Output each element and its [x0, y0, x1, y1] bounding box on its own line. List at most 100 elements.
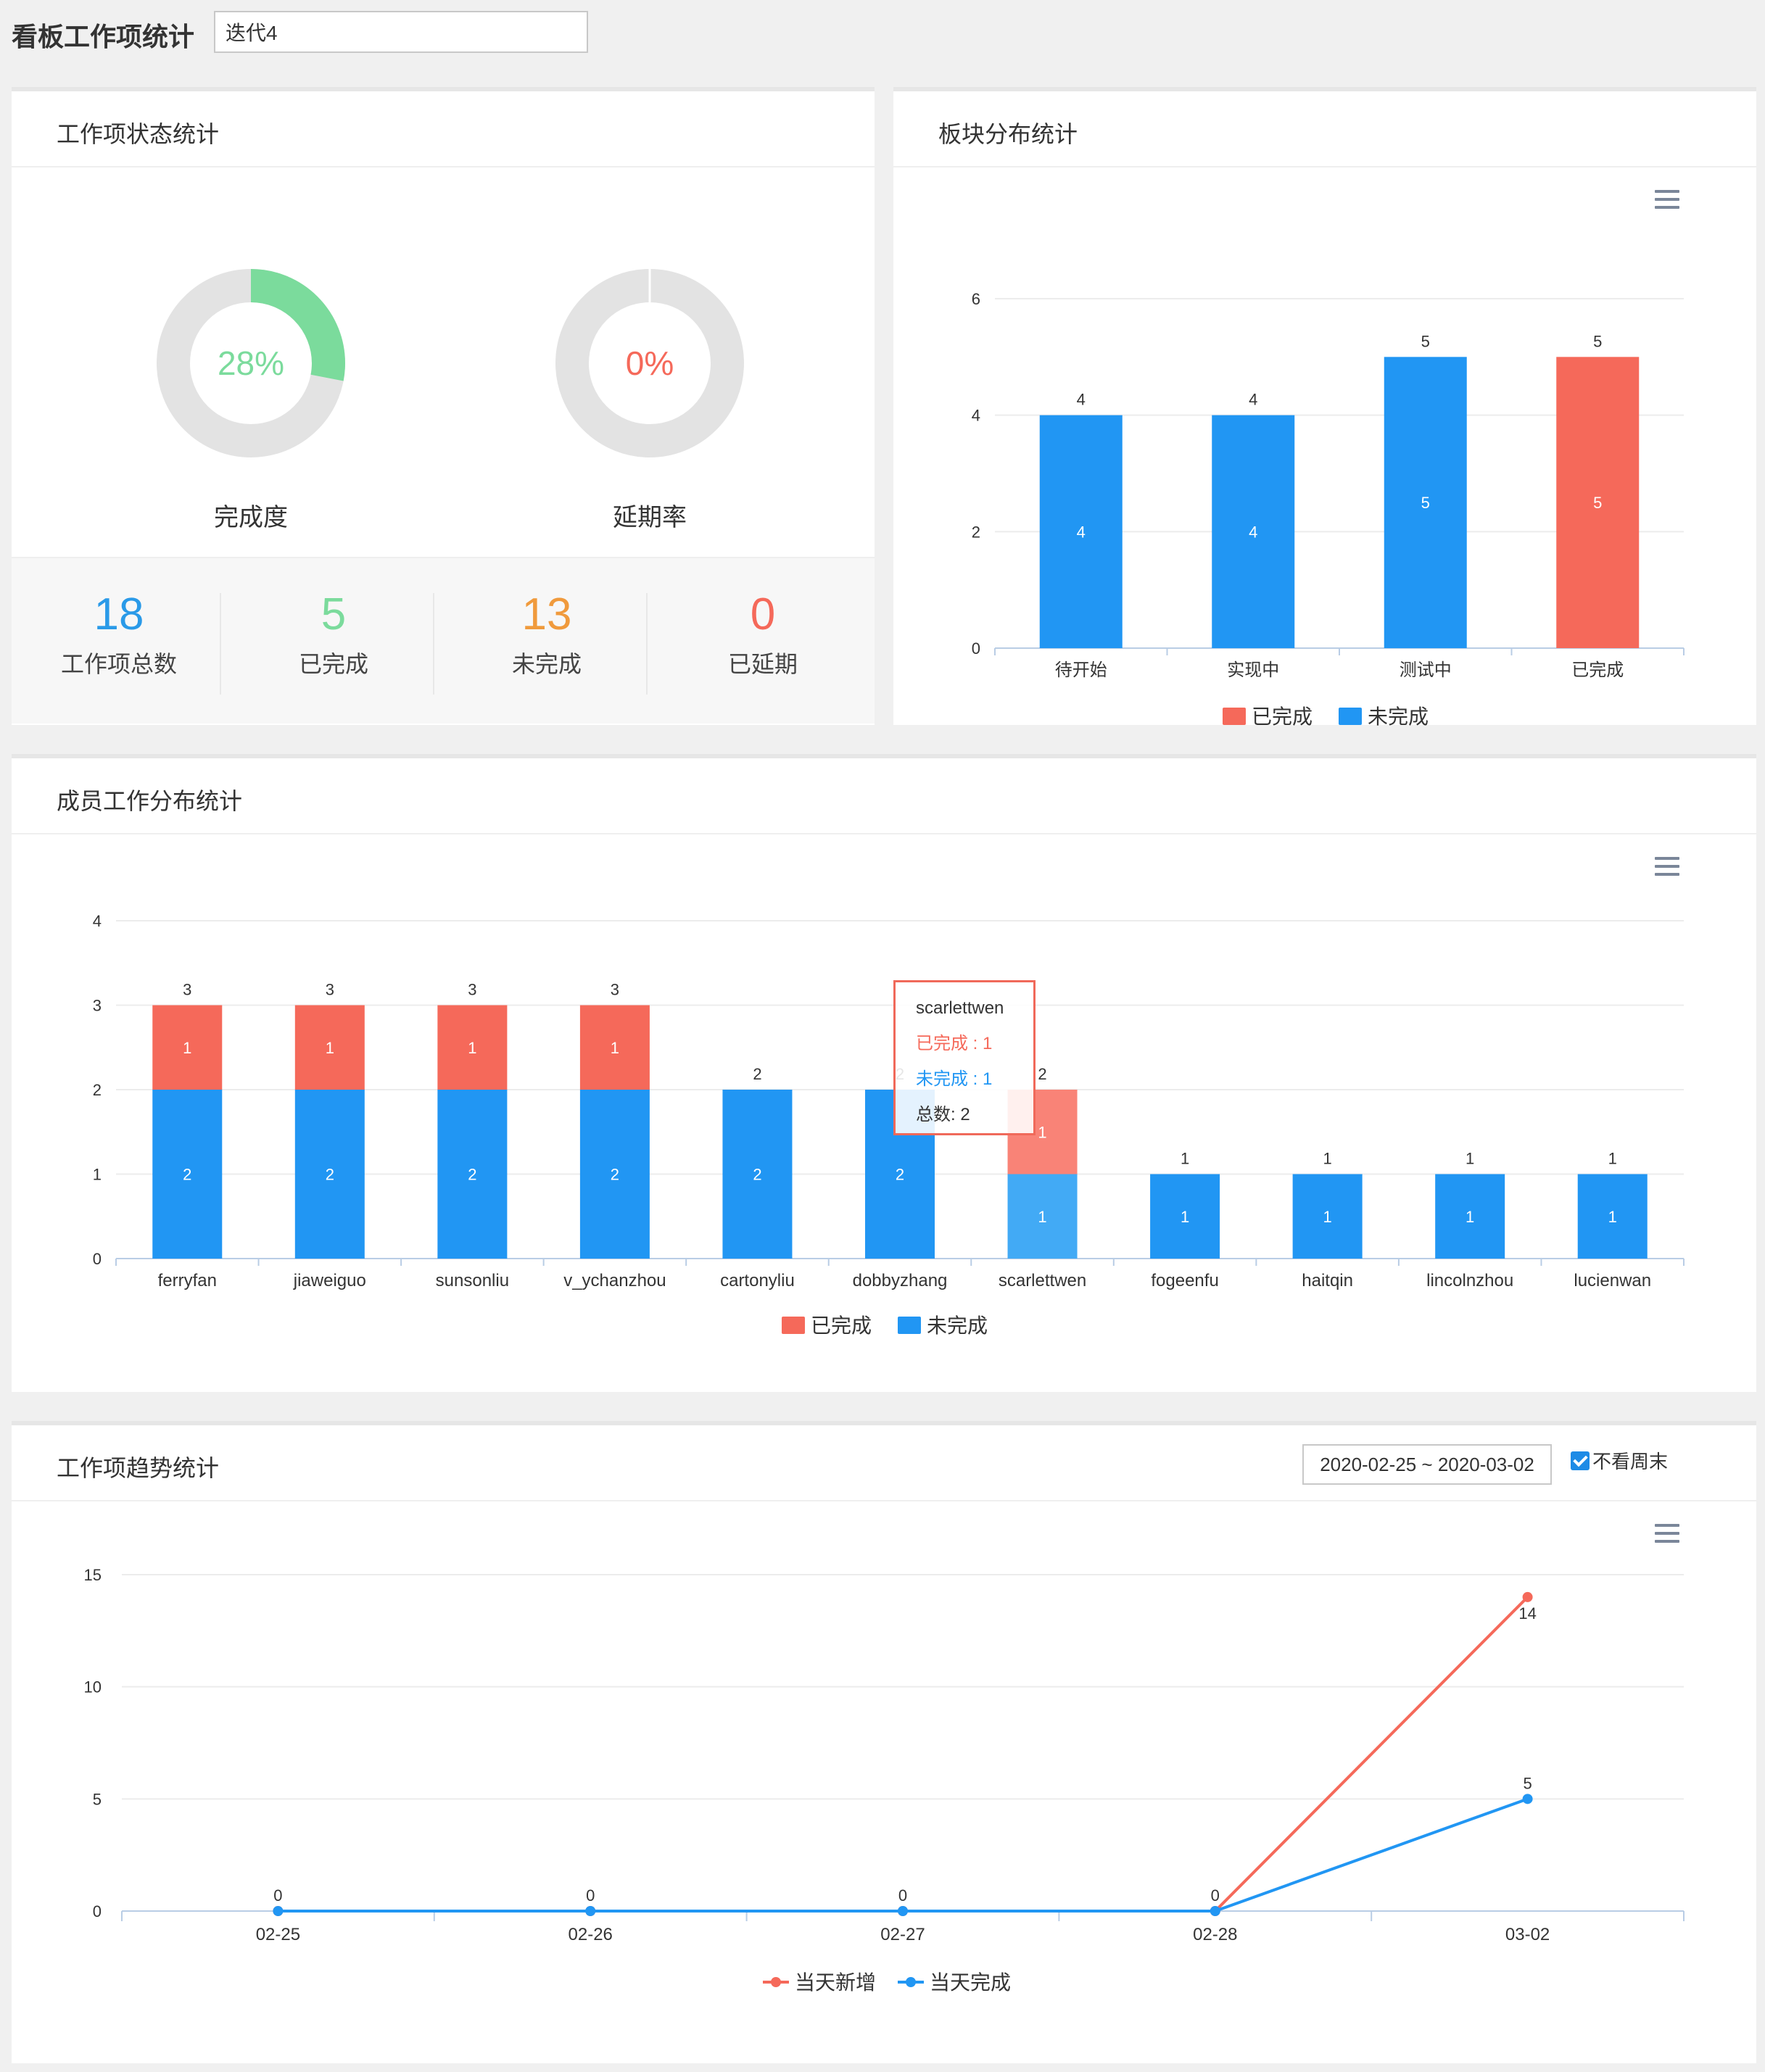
- bar-undone: [152, 1090, 223, 1259]
- trend-chart-menu-icon[interactable]: [1655, 1524, 1679, 1543]
- trend-card: 工作项趋势统计 0 5 10 15 02-25 02-26 02-27 02-28 03-02 1…: [12, 1421, 1756, 2063]
- bar-undone-label: 4: [1077, 523, 1086, 541]
- stat-total-value: 18: [94, 589, 144, 639]
- stat-delayed-value: 0: [750, 589, 776, 639]
- bar-undone: [1039, 415, 1123, 648]
- x-tick-label: jiaweiguo: [293, 1271, 366, 1290]
- bar-undone-label: 2: [468, 1166, 476, 1184]
- y-tick-label: 4: [93, 912, 102, 930]
- legend-label-done: 当天完成: [930, 1971, 1011, 1994]
- date-range-picker[interactable]: 2020-02-25 ~ 2020-03-02: [1302, 1444, 1552, 1485]
- bar-undone: [1150, 1174, 1220, 1259]
- bar-total-label: 1: [1466, 1150, 1474, 1168]
- x-tick-label: 02-25: [256, 1925, 300, 1944]
- y-tick-label: 4: [972, 407, 980, 425]
- delay-percent: 0%: [625, 344, 674, 382]
- block-chart-menu-icon[interactable]: [1655, 190, 1679, 209]
- delay-label: 延期率: [613, 504, 687, 531]
- bar-done: [152, 1005, 223, 1090]
- tooltip-undone-label: 未完成: [916, 1069, 968, 1089]
- card-divider: [12, 833, 1756, 834]
- x-tick-label: dobbyzhang: [853, 1271, 948, 1290]
- hide-weekend-label: 不看周末: [1592, 1451, 1669, 1472]
- bar-total-label: 1: [1608, 1150, 1617, 1168]
- y-tick-label: 5: [93, 1790, 102, 1808]
- legend-label-undone: 未完成: [1368, 705, 1429, 728]
- checkbox-checked-icon[interactable]: [1571, 1451, 1590, 1470]
- status-card-title: 工作项状态统计: [57, 121, 220, 147]
- data-label: 0: [586, 1886, 595, 1905]
- bar-total-label: 5: [1593, 332, 1602, 350]
- stat-done-value: 5: [321, 589, 347, 639]
- data-label: 14: [1518, 1604, 1536, 1623]
- y-tick-label: 2: [972, 523, 980, 541]
- tooltip-total-row: 总数: 2: [916, 1105, 970, 1124]
- y-tick-label: 2: [93, 1081, 102, 1099]
- data-point: [1210, 1906, 1220, 1916]
- stat-delayed-label: 已延期: [727, 651, 798, 677]
- stat-divider: [646, 593, 648, 695]
- stat-done: 5 已完成: [226, 558, 441, 724]
- tooltip-total-label: 总数: [916, 1105, 951, 1124]
- iteration-select[interactable]: [214, 11, 588, 53]
- bar-undone: [437, 1090, 508, 1259]
- bar-done: [294, 1005, 365, 1090]
- x-tick-label: lucienwan: [1574, 1271, 1651, 1290]
- x-tick-label: ferryfan: [158, 1271, 217, 1290]
- hide-weekend-checkbox[interactable]: 不看周末: [1571, 1447, 1668, 1474]
- bar-undone-label: 2: [183, 1166, 191, 1184]
- stat-total-label: 工作项总数: [60, 651, 177, 677]
- x-tick-label: 03-02: [1505, 1925, 1550, 1944]
- x-tick-label: 02-26: [569, 1925, 613, 1944]
- x-tick-label: sunsonliu: [436, 1271, 509, 1290]
- bar-total-label: 3: [183, 981, 191, 999]
- data-label: 0: [898, 1886, 907, 1905]
- bar-undone: [579, 1090, 650, 1259]
- bar-undone-label: 5: [1421, 494, 1430, 512]
- y-tick-label: 15: [84, 1566, 102, 1584]
- bar-total-label: 2: [1038, 1065, 1046, 1083]
- data-label: 5: [1523, 1774, 1532, 1792]
- tooltip-title: scarlettwen: [916, 998, 1004, 1018]
- legend-swatch-done: [1223, 708, 1246, 725]
- bar-undone-label: 2: [753, 1166, 761, 1184]
- x-tick-label: 测试中: [1400, 660, 1452, 680]
- tooltip-done-row: 已完成 : 1: [916, 1034, 993, 1053]
- member-chart-menu-icon[interactable]: [1655, 857, 1679, 876]
- data-point: [1522, 1794, 1533, 1804]
- y-tick-label: 10: [84, 1678, 102, 1696]
- completion-label: 完成度: [214, 504, 288, 531]
- member-chart-tooltip: scarlettwen 已完成 : 1 未完成 : 1 总数: 2: [893, 980, 1036, 1135]
- block-card: 板块分布统计 0 2 4 6 4 4 待开始 4 4 实现中 5 5 测试中 5 5 已完成 已完成 未完成: [893, 87, 1756, 728]
- series-line-new: [278, 1596, 1529, 1913]
- trend-chart: 0 5 10 15 02-25 02-26 02-27 02-28 03-02 14 0 0 0 0 5 当天…: [84, 1566, 1685, 1994]
- bar-total-label: 1: [1181, 1150, 1189, 1168]
- bar-total-label: 1: [1323, 1150, 1332, 1168]
- bar-undone-label: 1: [1181, 1208, 1189, 1226]
- legend-swatch-done: [782, 1317, 805, 1334]
- tooltip-done-value: 1: [983, 1034, 993, 1053]
- legend-label-new: 当天新增: [795, 1971, 876, 1994]
- x-tick-label: 02-28: [1193, 1925, 1237, 1944]
- stat-undone-value: 13: [521, 589, 572, 639]
- stat-undone: 13 未完成: [439, 558, 654, 724]
- bar-undone-label: 4: [1249, 523, 1257, 541]
- x-tick-label: 已完成: [1571, 660, 1624, 680]
- data-point: [898, 1906, 908, 1916]
- trend-card-title: 工作项趋势统计: [57, 1455, 220, 1481]
- bar-undone-label: 2: [326, 1166, 334, 1184]
- bar-done-label: 1: [326, 1039, 334, 1057]
- member-card-title: 成员工作分布统计: [57, 788, 243, 814]
- data-point: [585, 1906, 596, 1916]
- bar-undone: [1435, 1174, 1505, 1259]
- bar-undone-label: 2: [611, 1166, 619, 1184]
- status-card: 工作项状态统计 28% 完成度 0% 延期率 18 工作项总数 5 已完成 13: [12, 87, 875, 725]
- bar-undone-label: 1: [1608, 1208, 1617, 1226]
- card-divider: [12, 166, 875, 167]
- bar-done: [579, 1005, 650, 1090]
- y-tick-label: 1: [93, 1166, 102, 1184]
- tooltip-total-value: 2: [960, 1105, 970, 1124]
- page-title: 看板工作项统计: [12, 22, 195, 51]
- bar-total-label: 5: [1421, 332, 1430, 350]
- completion-percent: 28%: [217, 344, 285, 382]
